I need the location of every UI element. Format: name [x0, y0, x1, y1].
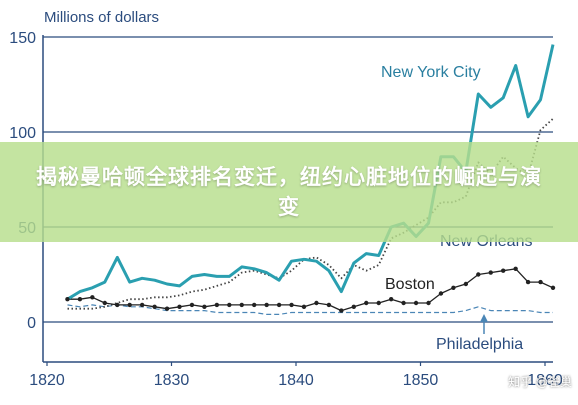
- x-tick-label: 1860: [527, 372, 563, 389]
- data-point-boston: [301, 304, 307, 309]
- data-point-boston: [525, 279, 531, 285]
- data-point-boston: [227, 302, 232, 308]
- series-label-philadelphia: Philadelphia: [436, 336, 523, 353]
- data-point-boston: [364, 300, 369, 306]
- data-point-boston: [538, 279, 543, 285]
- data-point-boston: [289, 302, 294, 308]
- data-point-boston: [463, 281, 469, 287]
- data-point-boston: [115, 302, 120, 308]
- series-lines: [66, 44, 555, 315]
- banner-title: 揭秘曼哈顿全球排名变迁，纽约心脏地位的崛起与演变: [36, 165, 542, 219]
- y-tick-label: 100: [9, 125, 36, 142]
- data-point-boston: [177, 304, 182, 309]
- data-point-boston: [189, 302, 195, 308]
- data-point-boston: [239, 302, 244, 308]
- data-point-boston: [476, 272, 481, 277]
- data-point-boston: [438, 291, 444, 296]
- series-markers: [65, 266, 556, 313]
- watermark: 知乎 @雀巢: [508, 373, 572, 390]
- series-label-new-york-city: New York City: [381, 64, 481, 81]
- data-point-boston: [351, 304, 356, 309]
- data-point-boston: [550, 285, 556, 290]
- data-point-boston: [264, 302, 269, 308]
- data-point-boston: [314, 300, 319, 306]
- data-point-boston: [127, 302, 132, 308]
- data-point-boston: [488, 270, 493, 275]
- series-line-new-orleans: [67, 118, 554, 310]
- data-point-boston: [139, 302, 145, 308]
- philadelphia-label-pointer: [480, 314, 488, 334]
- tick-labels: 05010015018201830184018501860: [9, 30, 563, 389]
- data-point-boston: [90, 295, 95, 300]
- data-point-boston: [102, 300, 108, 306]
- x-tick-label: 1850: [403, 372, 439, 389]
- data-point-boston: [65, 297, 70, 302]
- data-point-boston: [276, 302, 282, 308]
- data-point-boston: [388, 297, 394, 302]
- series-line-philadelphia: [67, 304, 553, 315]
- pointer-arrowhead: [480, 314, 488, 322]
- x-tick-label: 1820: [29, 372, 65, 389]
- data-point-boston: [152, 304, 157, 309]
- series-line-boston: [67, 268, 554, 312]
- data-point-boston: [451, 285, 456, 290]
- data-point-boston: [401, 300, 406, 306]
- y-tick-label: 0: [27, 315, 36, 332]
- y-axis-label: Millions of dollars: [44, 9, 159, 26]
- data-point-boston: [426, 300, 431, 306]
- data-point-boston: [501, 268, 506, 273]
- data-point-boston: [164, 306, 170, 311]
- data-point-boston: [214, 302, 220, 308]
- data-point-boston: [513, 266, 518, 271]
- data-point-boston: [413, 300, 419, 306]
- watermark-text: 知乎 @雀巢: [508, 375, 572, 389]
- series-line-new-york-city: [66, 44, 555, 301]
- x-tick-label: 1840: [278, 372, 314, 389]
- title-banner: 揭秘曼哈顿全球排名变迁，纽约心脏地位的崛起与演变: [0, 142, 578, 242]
- data-point-boston: [252, 302, 257, 308]
- data-point-boston: [339, 308, 344, 313]
- data-point-boston: [202, 304, 207, 309]
- series-label-boston: Boston: [385, 276, 435, 293]
- data-point-boston: [77, 297, 83, 302]
- data-point-boston: [376, 300, 381, 306]
- x-tick-label: 1830: [154, 372, 190, 389]
- y-tick-label: 150: [9, 30, 36, 47]
- data-point-boston: [326, 302, 332, 308]
